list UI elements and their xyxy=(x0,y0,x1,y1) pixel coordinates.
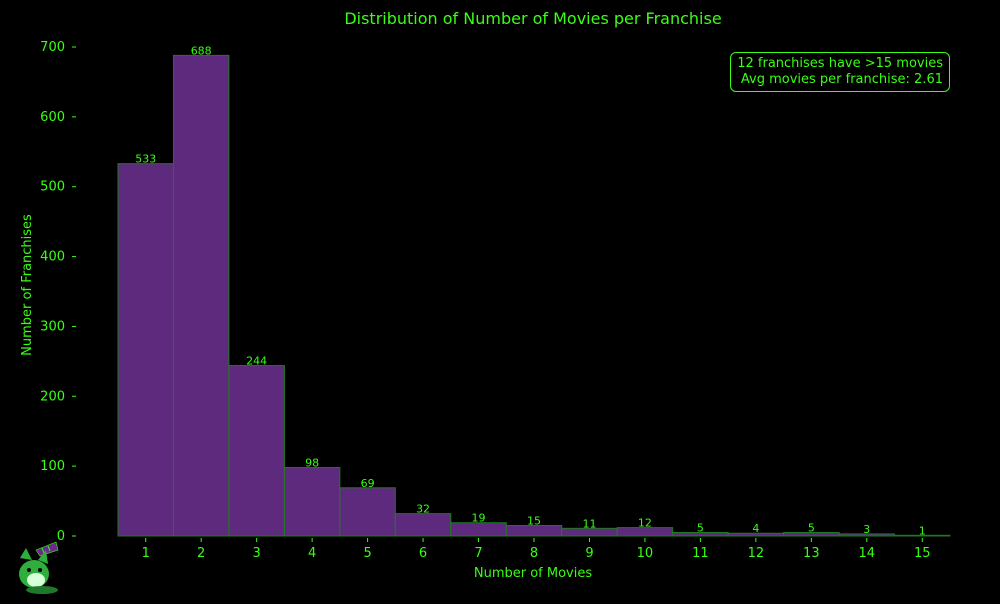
bar-value-label: 98 xyxy=(305,457,319,470)
annotation-box: 12 franchises have >15 movies Avg movies… xyxy=(730,52,950,92)
y-tick-label: 400 xyxy=(40,250,65,265)
y-axis: 0 100 200 300 400 500 600 700 xyxy=(40,40,76,544)
bar-3 xyxy=(228,365,285,537)
x-tick-label: 5 xyxy=(363,546,371,561)
fox-mascot-icon xyxy=(12,540,64,600)
bar-value-label: 69 xyxy=(361,477,375,490)
annotation-line-2: Avg movies per franchise: 2.61 xyxy=(740,72,943,87)
bar-value-label: 12 xyxy=(638,517,652,530)
bar-value-label: 5 xyxy=(697,522,704,535)
bar-value-label: 19 xyxy=(472,512,486,525)
y-axis-label: Number of Franchises xyxy=(20,214,35,356)
bar-value-label: 15 xyxy=(527,515,541,528)
x-tick-label: 1 xyxy=(142,546,150,561)
bar-value-label: 4 xyxy=(752,522,759,535)
bar-value-label: 3 xyxy=(863,523,870,536)
bar-value-label: 5 xyxy=(808,522,815,535)
bar-2 xyxy=(172,54,230,537)
y-tick-label: 700 xyxy=(40,40,65,55)
x-tick-label: 12 xyxy=(748,546,765,561)
y-tick-label: 100 xyxy=(40,459,65,474)
bars-group: 533 688 244 98 69 32 19 15 11 12 5 4 5 3 1 xyxy=(117,44,951,537)
bar-value-label: 11 xyxy=(582,517,596,530)
bar-value-label: 32 xyxy=(416,503,430,516)
chart-title: Distribution of Number of Movies per Fra… xyxy=(344,9,721,28)
x-tick-label: 2 xyxy=(197,546,205,561)
x-tick-label: 13 xyxy=(803,546,820,561)
x-tick-label: 4 xyxy=(308,546,316,561)
x-tick-label: 6 xyxy=(419,546,427,561)
bar-5 xyxy=(339,487,396,537)
x-tick-label: 7 xyxy=(474,546,482,561)
bar-value-label: 1 xyxy=(919,524,926,537)
bar-1 xyxy=(117,163,174,537)
x-tick-label: 15 xyxy=(914,546,931,561)
x-tick-label: 10 xyxy=(637,546,654,561)
bar-value-label: 244 xyxy=(246,355,267,368)
bar-6 xyxy=(394,513,452,537)
y-tick-label: 500 xyxy=(40,180,65,195)
x-tick-label: 11 xyxy=(692,546,709,561)
y-tick-label: 0 xyxy=(57,529,65,544)
bar-value-label: 688 xyxy=(191,44,212,57)
bar-4 xyxy=(283,467,341,537)
annotation-line-1: 12 franchises have >15 movies xyxy=(737,56,943,71)
x-tick-label: 9 xyxy=(585,546,593,561)
x-tick-label: 14 xyxy=(859,546,876,561)
y-tick-label: 600 xyxy=(40,110,65,125)
x-tick-label: 3 xyxy=(253,546,261,561)
x-axis: 1 2 3 4 5 6 7 8 9 10 11 12 13 14 15 xyxy=(142,538,931,561)
x-tick-label: 8 xyxy=(530,546,538,561)
bar-value-label: 533 xyxy=(135,153,156,166)
y-tick-label: 300 xyxy=(40,319,65,334)
y-tick-label: 200 xyxy=(40,389,65,404)
x-axis-label: Number of Movies xyxy=(474,566,592,581)
